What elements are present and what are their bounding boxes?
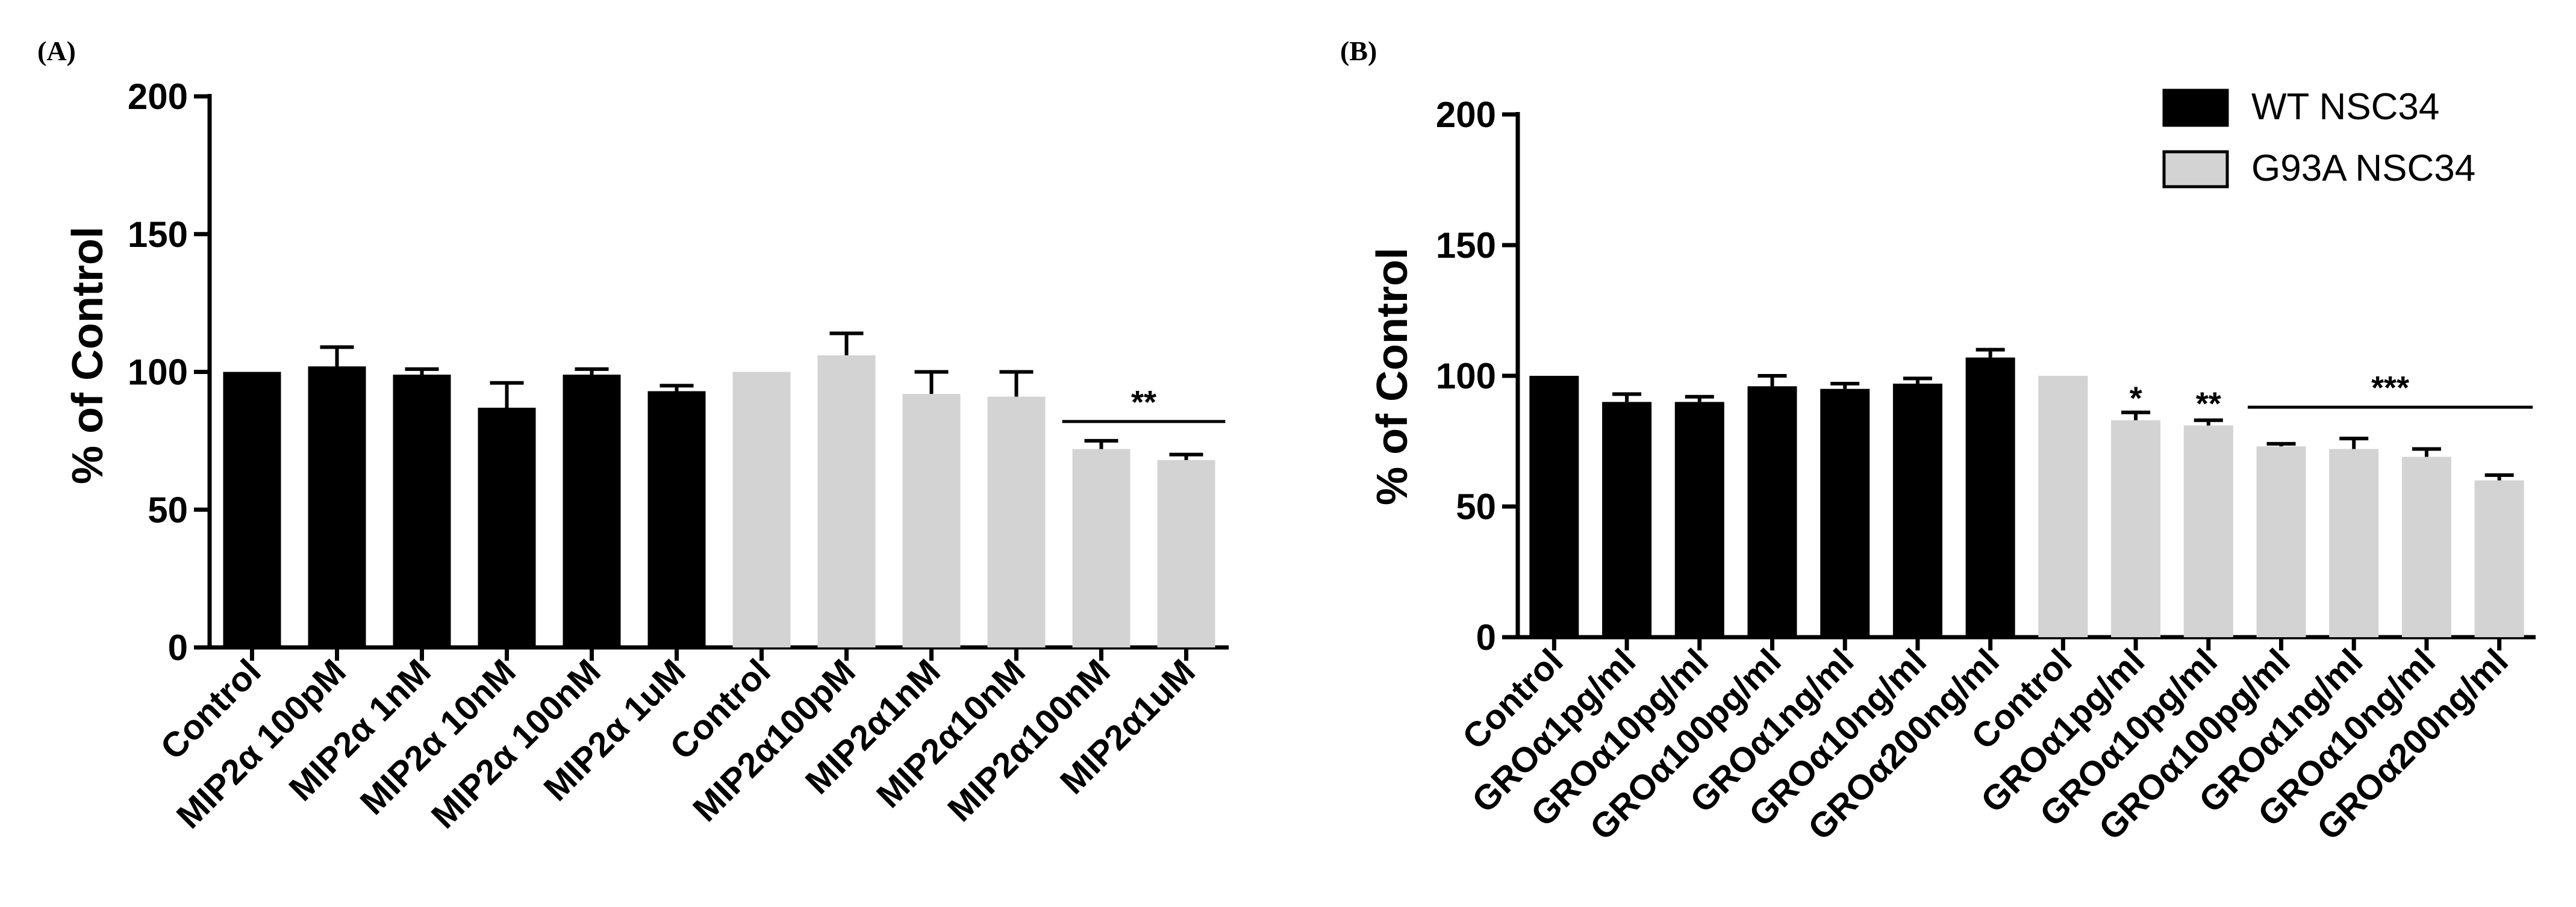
panel-b-ytick-label: 150 <box>1436 225 1496 266</box>
panel-a-bar <box>987 396 1046 647</box>
panel-a-label: (A) <box>37 36 76 66</box>
panel-a-bar <box>902 394 961 647</box>
panel-a-error-bar <box>914 370 949 394</box>
panel-b-error-bar <box>2484 473 2514 481</box>
panel-a-bar <box>478 407 536 647</box>
legend-swatch-wt <box>2162 89 2229 127</box>
panel-b-bar <box>2401 457 2451 637</box>
panel-a-ytick-label: 200 <box>128 76 188 117</box>
panel-a-error-bar <box>999 370 1034 397</box>
panel-b-bar <box>2038 376 2088 637</box>
panel-b-bar <box>2474 480 2524 637</box>
panel-a-error-bar <box>1169 452 1203 460</box>
panel-b-ytick-label: 200 <box>1436 95 1496 135</box>
panel-a-error-bar <box>575 367 609 375</box>
panel-a-bar <box>1072 449 1131 647</box>
panel-a-bar <box>647 391 706 647</box>
panel-a-error-bar <box>1084 438 1118 449</box>
panel-a-error-bar <box>490 381 524 408</box>
panel-a-bar <box>223 372 281 647</box>
panel-b-ytick-label: 50 <box>1456 487 1496 527</box>
legend: WT NSC34 G93A NSC34 <box>2162 86 2475 189</box>
panel-b-error-bar <box>1976 348 2005 358</box>
panel-b-error-bar <box>2412 447 2441 457</box>
panel-b-ytick-label: 100 <box>1436 356 1496 396</box>
legend-swatch-g93a <box>2162 150 2229 189</box>
panel-b-label: (B) <box>1340 36 1377 66</box>
panel-b-bar <box>1965 357 2015 637</box>
panel-a-ylabel: % of Control <box>64 226 112 484</box>
panel-b-bar <box>2183 425 2233 637</box>
panel-b-bar <box>1892 384 1942 637</box>
panel-b-bar <box>1674 402 1724 637</box>
panel-b-error-bar <box>1612 392 1642 402</box>
panel-b-chart: 050100150200ControlGROα1pg/mlGROα10pg/ml… <box>1436 95 2536 848</box>
panel-b-error-bar <box>2194 418 2223 426</box>
panel-b-ytick-label: 0 <box>1476 617 1496 658</box>
panel-a-bar <box>1157 460 1215 647</box>
panel-b-bar <box>1820 388 1870 637</box>
panel-a-ytick-label: 50 <box>148 490 188 530</box>
panel-b-error-bar <box>1830 382 1860 389</box>
panel-b-significance-label: * <box>2130 381 2142 417</box>
panel-a-bar <box>393 375 451 647</box>
panel-b-bar <box>2111 420 2161 637</box>
panel-a-error-bar <box>829 331 864 356</box>
panel-a-error-bar <box>660 384 694 391</box>
panel-b-error-bar <box>1903 376 1932 384</box>
panel-a-bar <box>817 355 876 647</box>
panel-b-error-bar <box>2266 441 2296 447</box>
panel-b-error-bar <box>2121 410 2151 420</box>
panel-a-bar <box>563 375 621 647</box>
panel-a-ytick-label: 100 <box>128 352 188 393</box>
panel-b-ylabel: % of Control <box>1368 248 1417 505</box>
panel-b-significance-label: ** <box>2196 385 2221 422</box>
panel-a-error-bar <box>405 367 439 375</box>
legend-label-g93a: G93A NSC34 <box>2251 148 2475 189</box>
panel-b-significance-label: *** <box>2371 370 2409 406</box>
panel-a-error-bar <box>320 345 354 367</box>
panel-b-bar <box>2256 446 2306 637</box>
legend-label-wt: WT NSC34 <box>2251 86 2439 128</box>
panel-b-bar <box>1602 402 1652 637</box>
panel-b-bar <box>2329 449 2379 637</box>
panel-a-bar <box>732 372 791 647</box>
panel-a-ytick-label: 0 <box>168 628 188 668</box>
panel-a-ytick-label: 150 <box>128 214 188 255</box>
panel-a-significance-label: ** <box>1131 384 1156 420</box>
panel-b-error-bar <box>1757 374 1787 387</box>
panel-b-bar <box>1529 376 1579 637</box>
panel-b-error-bar <box>2339 437 2369 449</box>
panel-b-error-bar <box>1685 394 1714 402</box>
panel-a-bar <box>308 366 366 647</box>
panel-b-bar <box>1747 386 1797 637</box>
